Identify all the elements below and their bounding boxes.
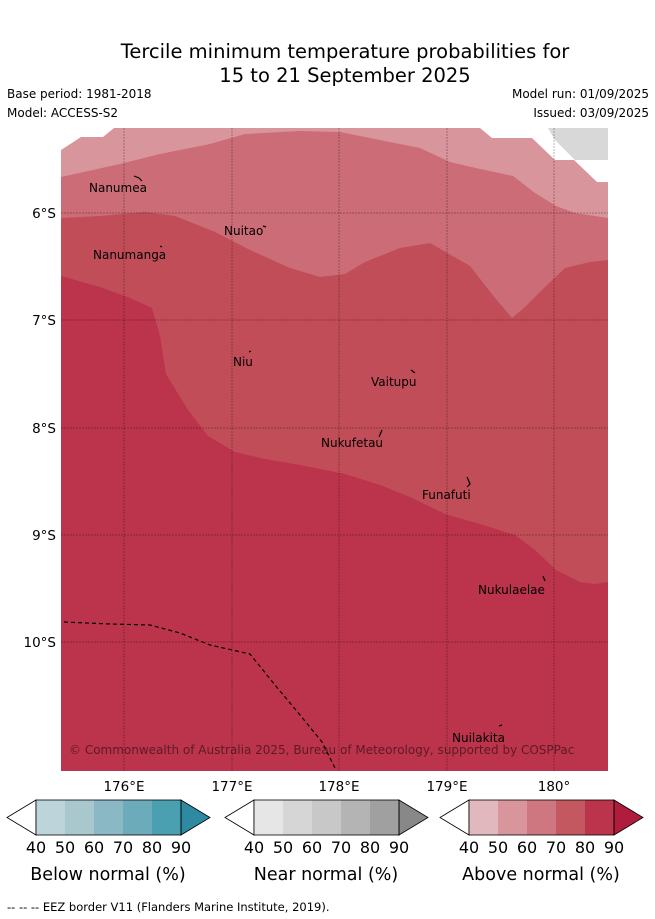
model-name: Model: ACCESS-S2 (7, 106, 119, 120)
lat-tick-7s: 7°S (32, 313, 56, 329)
no-data-region (548, 128, 608, 160)
below-outline (35, 799, 182, 836)
prob-zone-90 (61, 276, 608, 771)
copyright-notice: © Commonwealth of Australia 2025, Bureau… (69, 743, 574, 757)
near-swatch-4 (341, 800, 370, 835)
nuilakita-shape (498, 724, 503, 727)
near-tick-70: 70 (331, 838, 351, 857)
near-extend-low (224, 799, 255, 836)
title-line-1: Tercile minimum temperature probabilitie… (120, 40, 570, 63)
above-tick-90: 90 (604, 838, 624, 857)
lon-tick-180: 180° (538, 779, 571, 795)
below-tick-50: 50 (55, 838, 75, 857)
above-extend-high (613, 799, 644, 836)
above-swatch-4 (556, 800, 585, 835)
island-niu: Niu (233, 355, 253, 369)
lon-tick-179e: 179°E (426, 779, 467, 795)
near-outline (253, 799, 400, 836)
nanumanga-shape (159, 245, 163, 248)
below-swatch-3 (94, 800, 123, 835)
map-panel: Nanumea Nuitao Nanumanga Niu Vaitupu Nuk… (61, 128, 608, 771)
near-tick-50: 50 (273, 838, 293, 857)
colorbar-near-normal: 40 50 60 70 80 90 (224, 799, 429, 857)
below-tick-60: 60 (84, 838, 104, 857)
lat-tick-6s: 6°S (32, 206, 56, 222)
island-shapes (133, 175, 546, 727)
below-tick-70: 70 (113, 838, 133, 857)
below-tick-40: 40 (26, 838, 46, 857)
below-tick-90: 90 (171, 838, 191, 857)
island-nanumea: Nanumea (89, 181, 147, 195)
below-swatch-5 (152, 800, 181, 835)
island-nuitao: Nuitao (224, 224, 263, 238)
near-extend-high (398, 799, 429, 836)
lat-tick-9s: 9°S (32, 528, 56, 544)
above-tick-60: 60 (517, 838, 537, 857)
above-tick-70: 70 (546, 838, 566, 857)
lon-tick-176e: 176°E (103, 779, 144, 795)
lat-tick-8s: 8°S (32, 421, 56, 437)
near-tick-90: 90 (389, 838, 409, 857)
lat-tick-10s: 10°S (24, 635, 57, 651)
below-swatch-1 (36, 800, 65, 835)
island-nukufetau: Nukufetau (321, 436, 383, 450)
nukufetau-shape (378, 429, 383, 438)
issued-date: Issued: 03/09/2025 (533, 106, 649, 120)
colorbar-below-normal: 40 50 60 70 80 90 (6, 799, 211, 857)
eez-footnote: -- -- -- EEZ border V11 (Flanders Marine… (7, 900, 330, 914)
near-swatch-1 (254, 800, 283, 835)
near-swatch-2 (283, 800, 312, 835)
above-extend-low (439, 799, 470, 836)
island-nanumanga: Nanumanga (93, 248, 166, 262)
lon-tick-177e: 177°E (211, 779, 252, 795)
legend-label-above: Above normal (%) (462, 865, 620, 885)
graticule (61, 128, 608, 771)
eez-border (63, 621, 336, 769)
lon-tick-178e: 178°E (318, 779, 359, 795)
above-outline (468, 799, 615, 836)
vaitupu-shape (410, 369, 416, 374)
colorbar-above-normal: 40 50 60 70 80 90 (439, 799, 644, 857)
near-swatch-3 (312, 800, 341, 835)
island-nukulaelae: Nukulaelae (478, 583, 545, 597)
nukulaelae-shape (542, 575, 546, 582)
below-swatch-4 (123, 800, 152, 835)
above-swatch-2 (498, 800, 527, 835)
above-tick-40: 40 (459, 838, 479, 857)
below-extend-high (180, 799, 211, 836)
base-period: Base period: 1981-2018 (7, 87, 152, 101)
legend-label-near: Near normal (%) (254, 865, 399, 885)
below-tick-80: 80 (142, 838, 162, 857)
above-tick-80: 80 (575, 838, 595, 857)
model-run: Model run: 01/09/2025 (511, 87, 649, 101)
near-tick-40: 40 (244, 838, 264, 857)
above-swatch-5 (585, 800, 614, 835)
nuitao-shape (262, 225, 267, 228)
above-swatch-3 (527, 800, 556, 835)
nanumea-shape (133, 175, 143, 182)
below-extend-low (6, 799, 37, 836)
near-tick-80: 80 (360, 838, 380, 857)
above-tick-50: 50 (488, 838, 508, 857)
below-swatch-2 (65, 800, 94, 835)
near-tick-60: 60 (302, 838, 322, 857)
island-vaitupu: Vaitupu (371, 375, 417, 389)
funafuti-shape (466, 476, 471, 488)
title-line-2: 15 to 21 September 2025 (219, 64, 471, 87)
island-funafuti: Funafuti (422, 488, 471, 502)
map-title: Tercile minimum temperature probabilitie… (0, 40, 655, 88)
island-nuilakita: Nuilakita (452, 731, 505, 745)
above-swatch-1 (469, 800, 498, 835)
near-swatch-5 (370, 800, 399, 835)
niu-shape (248, 350, 252, 353)
legend-label-below: Below normal (%) (30, 865, 185, 885)
